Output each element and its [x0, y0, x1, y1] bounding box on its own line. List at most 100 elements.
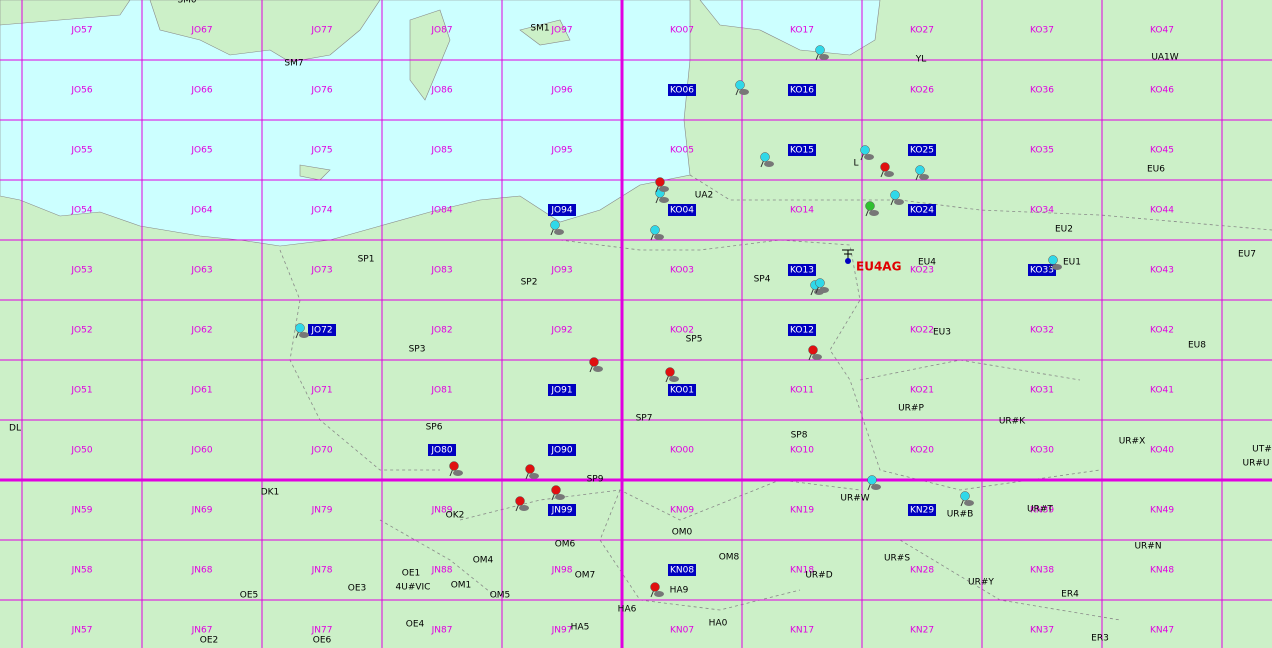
selected-square	[668, 84, 696, 96]
square-label: JO96	[550, 86, 572, 96]
prefix-label: EU6	[1147, 165, 1165, 175]
square-label: KO33	[1030, 266, 1054, 276]
square-label: KO42	[1150, 326, 1174, 336]
pin-head	[665, 367, 675, 377]
sea	[0, 0, 691, 247]
square-label: KO16	[790, 86, 814, 96]
prefix-label: DL	[9, 424, 21, 434]
prefix-label: OM6	[555, 540, 576, 550]
pin-shadow	[654, 591, 664, 597]
pin-head	[449, 461, 459, 471]
pin-shadow	[529, 473, 539, 479]
pin-head	[880, 162, 890, 172]
selected-square	[548, 444, 576, 456]
labels: JO57 JO67 JO77 JO87 JO97 KO07 KO17 KO27 KO37 KO47…	[9, 0, 1272, 646]
square-label: JO67	[190, 26, 212, 36]
square-label: KO37	[1030, 26, 1054, 36]
square-label: JO57	[70, 26, 92, 36]
prefix-label: SP5	[686, 335, 703, 345]
square-label: KO00	[670, 446, 694, 456]
square-label: KO40	[1150, 446, 1174, 456]
square-label: KO47	[1150, 26, 1174, 36]
selected-square	[428, 444, 456, 456]
prefix-label: UR#K	[999, 417, 1026, 427]
square-label: JN67	[191, 626, 213, 636]
prefix-label: 4U#VIC	[396, 583, 431, 593]
pin-shadow	[669, 376, 679, 382]
pin-head	[650, 582, 660, 592]
pin-shadow	[1052, 264, 1062, 270]
station-marker: EU4AG	[842, 249, 901, 274]
prefix-label: OM7	[575, 571, 596, 581]
square-label: JO61	[190, 386, 212, 396]
square-label: KN07	[670, 626, 694, 636]
pin-head	[525, 464, 535, 474]
pin-head	[589, 357, 599, 367]
prefix-label: OM1	[451, 581, 472, 591]
square-label: JN98	[551, 566, 573, 576]
pin-shadow	[555, 494, 565, 500]
square-label: KO04	[670, 206, 694, 216]
pin-head	[1048, 255, 1058, 265]
pin-head	[650, 225, 660, 235]
prefix-label: EU8	[1188, 341, 1206, 351]
square-label: JO77	[310, 26, 332, 36]
square-label: JN69	[191, 506, 213, 516]
prefix-label: UT#	[1252, 445, 1272, 455]
square-label: JO56	[70, 86, 92, 96]
square-label: KN17	[790, 626, 814, 636]
prefix-label: SM0	[177, 0, 196, 6]
square-label: KO32	[1030, 326, 1054, 336]
pin-shadow	[453, 470, 463, 476]
prefix-label: EU1	[1063, 258, 1081, 268]
prefix-label: UA2	[695, 191, 713, 201]
prefix-label: EU4	[918, 258, 936, 268]
square-label: KO36	[1030, 86, 1054, 96]
pin-shadow	[554, 229, 564, 235]
square-label: KO46	[1150, 86, 1174, 96]
prefix-label: UR#U	[1243, 459, 1270, 469]
square-label: JN99	[551, 506, 573, 516]
square-label: JO63	[190, 266, 212, 276]
square-label: KN48	[1150, 566, 1174, 576]
square-label: JO85	[430, 146, 452, 156]
prefix-label: OM8	[719, 553, 740, 563]
square-label: KO30	[1030, 446, 1054, 456]
square-label: KO02	[670, 326, 694, 336]
selected-square	[788, 144, 816, 156]
prefix-label: OM4	[473, 556, 494, 566]
selected-square	[668, 564, 696, 576]
square-label: JO97	[550, 26, 572, 36]
prefix-label: OM0	[672, 528, 693, 538]
square-label: JO74	[310, 206, 332, 216]
square-label: JO62	[190, 326, 212, 336]
square-label: JN97	[551, 626, 573, 636]
square-label: JN59	[71, 506, 93, 516]
square-label: JO94	[550, 206, 572, 216]
square-label: JO60	[190, 446, 212, 456]
pin-head	[815, 278, 825, 288]
square-label: KO01	[670, 386, 694, 396]
prefix-label: SP7	[636, 414, 653, 424]
square-label: KO07	[670, 26, 694, 36]
prefix-label: SP6	[426, 423, 443, 433]
selected-square	[908, 144, 936, 156]
square-label: JO75	[310, 146, 332, 156]
square-label: JO72	[310, 326, 332, 336]
square-label: KN37	[1030, 626, 1054, 636]
pin-shadow	[819, 54, 829, 60]
square-label: KO14	[790, 206, 814, 216]
selected-square	[908, 504, 936, 516]
prefix-label: OE1	[402, 569, 421, 579]
square-label: KN28	[910, 566, 934, 576]
square-label: KO05	[670, 146, 694, 156]
square-label: JO81	[430, 386, 452, 396]
square-label: JO95	[550, 146, 572, 156]
square-label: JO91	[550, 386, 572, 396]
square-label: KO35	[1030, 146, 1054, 156]
square-label: KN47	[1150, 626, 1174, 636]
pin-head	[860, 145, 870, 155]
square-label: KN29	[910, 506, 934, 516]
pin-shadow	[894, 199, 904, 205]
